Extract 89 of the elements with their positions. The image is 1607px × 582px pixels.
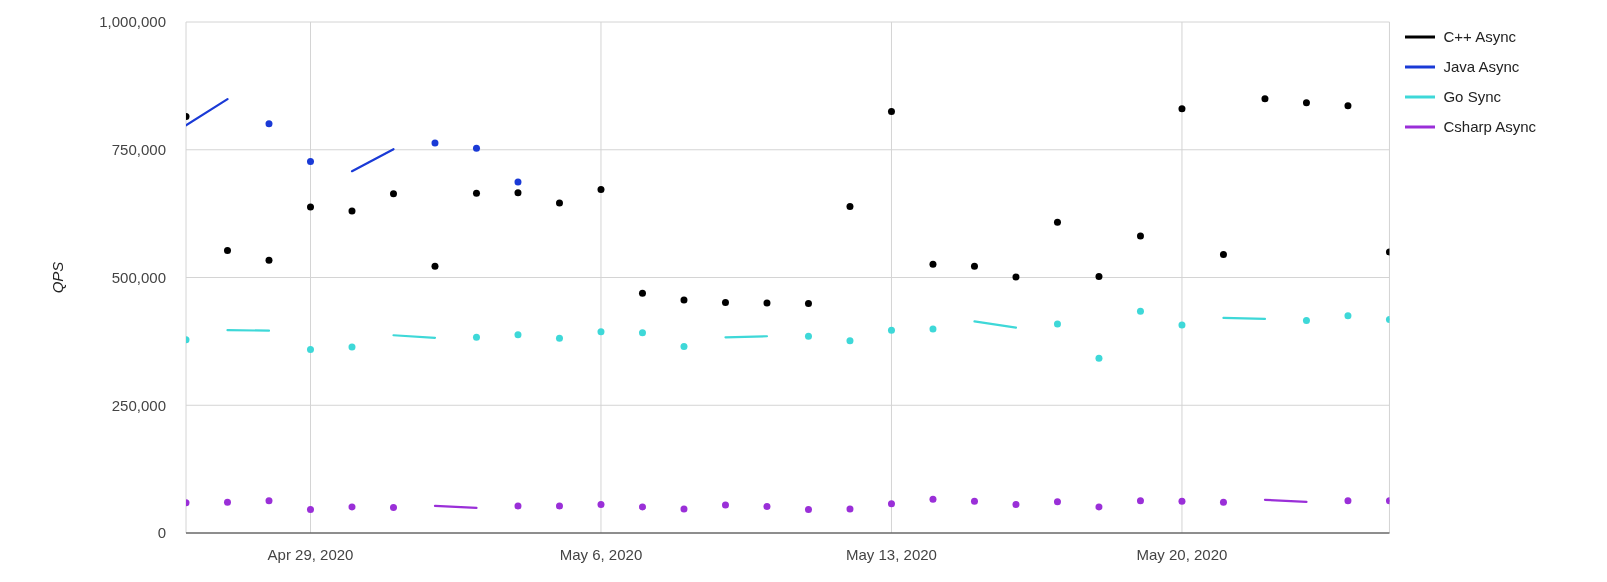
y-tick-label: 500,000 — [111, 268, 166, 286]
point — [1136, 232, 1144, 240]
point — [1012, 500, 1020, 508]
point — [307, 203, 314, 211]
point — [887, 326, 895, 334]
point — [929, 260, 937, 268]
legend-label: C++ Async — [1443, 27, 1516, 47]
point — [224, 498, 231, 506]
point — [348, 343, 356, 351]
point — [1095, 272, 1103, 280]
point — [1178, 105, 1186, 113]
point — [1095, 354, 1103, 362]
y-tick-label: 1,000,000 — [99, 13, 166, 31]
point — [887, 500, 895, 508]
point — [1053, 320, 1061, 328]
point — [1136, 497, 1144, 505]
point — [514, 331, 522, 339]
point — [1344, 102, 1352, 110]
point — [348, 207, 356, 215]
point — [514, 502, 522, 510]
x-tick-label: Apr 29, 2020 — [267, 545, 354, 563]
point — [929, 325, 937, 333]
point — [1261, 95, 1269, 103]
point — [638, 503, 646, 511]
point — [638, 329, 646, 337]
y-axis-title: QPS — [49, 261, 67, 294]
point — [763, 502, 771, 510]
point — [680, 296, 688, 304]
point — [389, 190, 397, 198]
y-tick-label: 750,000 — [111, 141, 166, 159]
point — [846, 505, 854, 513]
point — [431, 262, 439, 270]
point — [846, 202, 854, 210]
point — [804, 332, 812, 340]
point — [887, 107, 895, 115]
point — [597, 186, 605, 194]
x-tick-label: May 6, 2020 — [559, 545, 643, 563]
point — [265, 497, 273, 505]
point — [1219, 498, 1227, 506]
point — [1053, 498, 1061, 506]
point — [1302, 316, 1310, 324]
point — [929, 495, 937, 503]
point — [472, 144, 480, 152]
point — [597, 328, 605, 336]
point — [1219, 251, 1227, 259]
point — [1095, 503, 1103, 511]
point — [265, 120, 273, 128]
x-tick-label: May 13, 2020 — [846, 545, 937, 563]
point — [224, 246, 231, 254]
point — [1012, 273, 1020, 281]
point — [846, 337, 854, 345]
y-tick-label: 0 — [157, 524, 166, 542]
point — [1302, 99, 1310, 107]
point — [721, 501, 729, 509]
legend-label: Go Sync — [1443, 87, 1501, 107]
point — [1136, 307, 1144, 315]
point — [804, 505, 812, 513]
point — [970, 262, 978, 270]
point — [348, 503, 356, 511]
point — [1178, 497, 1186, 505]
point — [1053, 218, 1061, 226]
point — [307, 505, 314, 513]
point — [680, 505, 688, 513]
point — [389, 503, 397, 511]
point — [638, 289, 646, 297]
point — [307, 158, 314, 165]
x-tick-label: May 20, 2020 — [1136, 545, 1228, 563]
point — [431, 139, 439, 147]
point — [1178, 321, 1186, 329]
point — [472, 189, 480, 197]
point — [804, 300, 812, 308]
point — [514, 189, 522, 197]
point — [555, 502, 563, 510]
y-tick-label: 250,000 — [111, 396, 166, 414]
point — [763, 299, 771, 307]
point — [514, 178, 522, 186]
point — [307, 346, 314, 354]
legend-label: Csharp Async — [1443, 117, 1536, 137]
point — [970, 497, 978, 505]
point — [1344, 497, 1352, 505]
point — [597, 500, 605, 508]
point — [680, 342, 688, 350]
point — [1344, 312, 1352, 320]
point — [472, 333, 480, 341]
point — [265, 256, 273, 264]
point — [555, 199, 563, 207]
legend-label: Java Async — [1443, 57, 1520, 77]
point — [721, 299, 729, 307]
point — [555, 334, 563, 342]
